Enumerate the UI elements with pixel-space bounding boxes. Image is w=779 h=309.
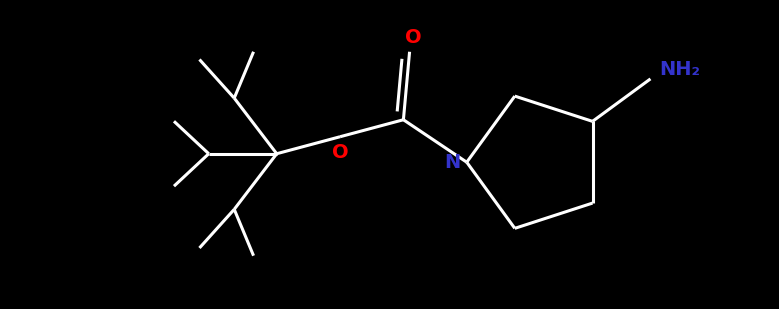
Text: NH₂: NH₂: [659, 60, 700, 79]
Text: O: O: [405, 28, 421, 47]
Text: O: O: [332, 143, 348, 162]
Text: N: N: [445, 153, 461, 172]
